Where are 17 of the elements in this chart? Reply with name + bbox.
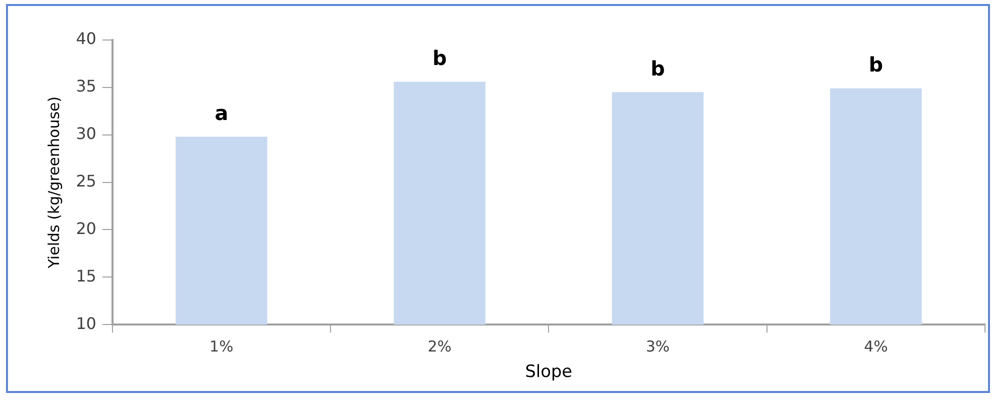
y-tick-label: 10 (76, 314, 96, 333)
x-tick-label: 4% (864, 337, 888, 356)
x-tick-label: 2% (428, 337, 452, 356)
annotation: b (650, 56, 665, 80)
y-tick-label: 25 (76, 171, 96, 190)
y-tick-label: 30 (76, 124, 96, 144)
y-tick-label: 15 (76, 266, 96, 286)
y-tick-label: 40 (76, 29, 96, 48)
y-tick-label: 20 (76, 218, 96, 238)
y-tick-label: 35 (76, 76, 96, 96)
x-tick-label: 1% (210, 337, 234, 356)
annotation: a (214, 100, 228, 125)
annotation: b (432, 46, 447, 70)
x-tick-label: 3% (646, 337, 670, 356)
y-axis-title: Yields (kg/greenhouse) (44, 96, 63, 270)
annotation: b (868, 52, 884, 77)
x-axis-title: Slope (525, 362, 572, 382)
